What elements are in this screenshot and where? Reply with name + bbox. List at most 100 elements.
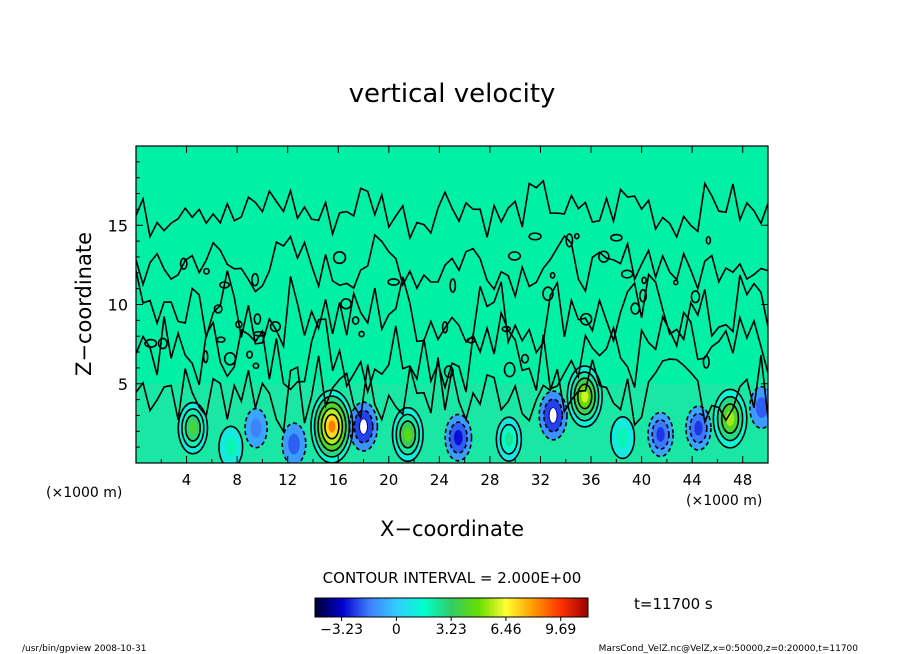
contour-lines [136, 179, 768, 463]
velocity-cell-10-level-4 [581, 390, 589, 403]
x-tick-label-44: 44 [683, 471, 702, 489]
contour-10-1 [569, 371, 600, 422]
small-contour-21 [441, 321, 449, 334]
small-contour-5 [443, 365, 454, 378]
small-contour-24 [507, 251, 522, 261]
colorbar-tick-label-4: 9.69 [545, 622, 576, 638]
small-contour-41 [358, 330, 365, 338]
contour-14-1 [716, 395, 744, 442]
small-contour-33 [179, 257, 188, 270]
small-contour-28 [620, 269, 634, 279]
small-contour-8 [340, 298, 352, 310]
small-contour-19 [235, 320, 243, 329]
contour-2-0 [244, 407, 268, 449]
x-tick-label-48: 48 [733, 471, 752, 489]
small-contour-27 [219, 281, 230, 289]
x-tick-label-32: 32 [531, 471, 550, 489]
velocity-core-5 [360, 419, 367, 434]
small-contour-37 [203, 267, 210, 275]
velocity-cell-8-level-2 [504, 431, 514, 447]
colorbar-tick-label-3: 6.46 [490, 622, 521, 638]
small-contour-17 [503, 361, 516, 378]
y-axis-label: Z−coordinate [72, 232, 96, 376]
contour-interval-label: CONTOUR INTERVAL = 2.000E+00 [323, 569, 582, 587]
colorbar-tick-label-0: −3.23 [320, 622, 363, 638]
velocity-cell-15-level-1 [755, 397, 768, 418]
small-contour-38 [641, 276, 647, 285]
contour-7-1 [448, 421, 468, 454]
contour-6-1 [395, 413, 421, 456]
small-contour-12 [705, 235, 712, 245]
contour-13-1 [689, 412, 708, 444]
x-tick-label-40: 40 [632, 471, 651, 489]
small-contour-39 [520, 353, 529, 364]
x-tick-label-8: 8 [232, 471, 242, 489]
colorbar-tick-label-1: 0 [392, 622, 401, 638]
x-tick-label-24: 24 [430, 471, 449, 489]
colorbar [314, 597, 589, 618]
small-contour-36 [630, 302, 641, 315]
footer-right: MarsCond_VelZ.nc@VelZ,x=0:50000,z=0:2000… [599, 644, 859, 654]
contour-0-2 [184, 414, 201, 442]
small-contour-34 [702, 355, 710, 369]
small-contour-13 [332, 251, 347, 265]
small-contour-35 [223, 351, 237, 366]
velocity-core-9 [549, 408, 557, 423]
small-contour-18 [213, 304, 223, 314]
velocity-cell-1-level-1 [224, 436, 237, 458]
contour-4-4 [324, 413, 340, 440]
small-contour-15 [639, 288, 648, 303]
small-contour-32 [528, 232, 542, 241]
small-contour-3 [157, 337, 168, 350]
y-tick-label-5: 5 [118, 375, 128, 394]
velocity-cell-14-level-3 [725, 411, 735, 426]
upper-contour-2 [136, 270, 768, 355]
upper-contour-3 [136, 233, 768, 300]
contour-15-0 [749, 385, 768, 430]
contour-9-0 [538, 390, 568, 441]
velocity-field [136, 146, 768, 463]
small-contour-7 [549, 271, 556, 279]
small-contour-44 [387, 278, 400, 286]
velocity-cell-6-level-3 [403, 427, 412, 442]
x-tick-label-36: 36 [581, 471, 600, 489]
small-contour-9 [610, 233, 623, 242]
small-contour-2 [252, 330, 267, 337]
contour-4-3 [320, 407, 344, 446]
small-contour-1 [672, 279, 679, 286]
velocity-cell-11-level-1 [616, 427, 629, 449]
contour-8-1 [499, 423, 519, 455]
contour-7-0 [444, 413, 473, 462]
velocity-cell-3-level-1 [288, 433, 300, 455]
x-unit-right: (×1000 m) [686, 493, 762, 509]
contour-1-0 [218, 425, 244, 463]
small-contour-40 [690, 290, 701, 304]
contour-0-1 [181, 408, 205, 449]
small-contour-43 [144, 338, 158, 348]
contour-12-0 [647, 411, 674, 458]
small-contour-25 [449, 278, 457, 293]
small-contour-20 [246, 350, 254, 359]
velocity-cell-7-level-2 [453, 429, 463, 446]
small-contour-11 [351, 316, 360, 325]
contour-4-1 [313, 395, 351, 458]
upper-contour-4 [136, 179, 768, 241]
contour-5-1 [353, 409, 374, 444]
contour-13-0 [685, 405, 712, 451]
contour-10-0 [566, 365, 603, 428]
small-contour-0 [202, 350, 209, 364]
contour-6-0 [391, 406, 424, 463]
time-label: t=11700 s [634, 595, 713, 613]
small-contour-22 [252, 362, 260, 370]
small-contour-4 [216, 336, 226, 343]
velocity-cell-2-level-1 [250, 418, 262, 438]
contour-14-2 [720, 403, 740, 435]
velocity-cell-4-level-5 [328, 420, 336, 433]
contour-14-0 [712, 388, 748, 449]
small-contour-29 [542, 286, 554, 302]
velocity-cell-12-level-2 [656, 427, 665, 442]
contour-12-1 [651, 419, 670, 450]
small-contour-23 [501, 325, 512, 333]
x-tick-label-12: 12 [278, 471, 297, 489]
